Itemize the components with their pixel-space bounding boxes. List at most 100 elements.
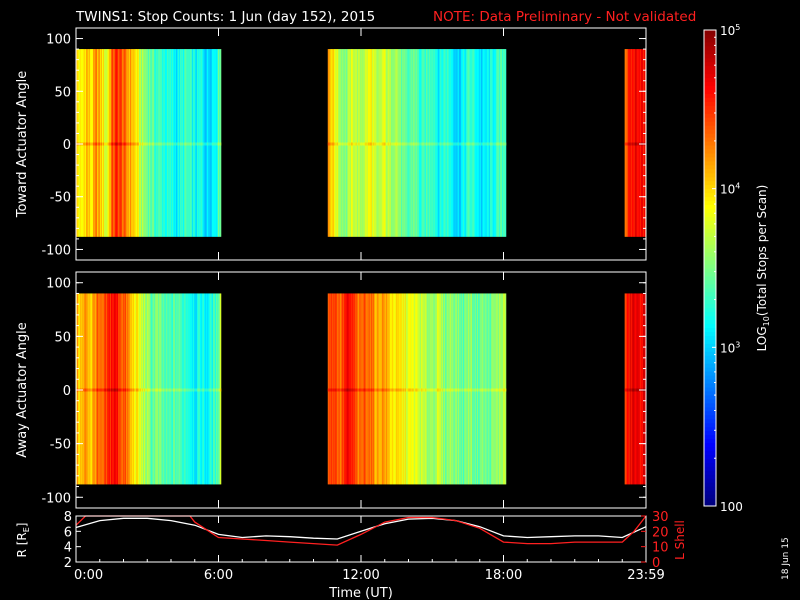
heatmap-zero-line	[204, 142, 207, 146]
heatmap-zero-line	[184, 142, 187, 146]
heatmap-zero-line	[197, 388, 200, 392]
heatmap-zero-line	[389, 142, 392, 146]
colorbar-step	[704, 180, 716, 186]
heatmap-zero-line	[89, 388, 92, 392]
heatmap-zero-line	[157, 388, 160, 392]
heatmap-zero-line	[153, 142, 156, 146]
heatmap-zero-line	[93, 142, 96, 146]
heatmap-zero-line	[362, 388, 365, 392]
heatmap-zero-line	[484, 142, 487, 146]
heatmap-zero-line	[103, 142, 106, 146]
heatmap-zero-line	[333, 142, 336, 146]
heatmap-zero-line	[164, 388, 167, 392]
heatmap-zero-line	[366, 142, 369, 146]
colorbar-step	[704, 458, 716, 463]
heatmap-zero-line	[85, 388, 88, 392]
heatmap-zero-line	[126, 142, 129, 146]
heatmap-zero-line	[185, 142, 188, 146]
heatmap-zero-line	[499, 388, 502, 392]
heatmap-zero-line	[121, 388, 124, 392]
heatmap-zero-line	[382, 142, 385, 146]
heatmap-zero-line	[348, 388, 351, 392]
heatmap-zero-line	[140, 142, 143, 146]
heatmap-zero-line	[119, 142, 122, 146]
colorbar-step	[704, 474, 716, 479]
heatmap-zero-line	[139, 388, 142, 392]
heatmap-zero-line	[405, 388, 408, 392]
heatmap-zero-line	[201, 142, 204, 146]
heatmap-zero-line	[503, 142, 506, 146]
heatmap-zero-line	[203, 388, 206, 392]
heatmap-zero-line	[494, 142, 497, 146]
heatmap-zero-line	[400, 142, 403, 146]
heatmap-zero-line	[477, 142, 480, 146]
colorbar-step	[704, 141, 716, 146]
heatmap-zero-line	[372, 142, 375, 146]
heatmap-zero-line	[373, 388, 376, 392]
heatmap-zero-line	[206, 142, 209, 146]
y-right-tick-label: 30	[652, 510, 669, 525]
heatmap-zero-line	[460, 142, 463, 146]
heatmap-zero-line	[205, 142, 208, 146]
heatmap-zero-line	[174, 388, 177, 392]
colorbar-step	[704, 232, 716, 237]
heatmap-zero-line	[347, 388, 350, 392]
heatmap-zero-line	[637, 388, 640, 392]
colorbar-step	[704, 133, 716, 138]
heatmap-zero-line	[353, 388, 356, 392]
heatmap-zero-line	[494, 388, 497, 392]
colorbar-step	[704, 398, 716, 404]
heatmap-zero-line	[472, 142, 475, 146]
heatmap-zero-line	[110, 388, 113, 392]
heatmap-zero-line	[352, 142, 355, 146]
heatmap-zero-line	[151, 388, 154, 392]
heatmap-zero-line	[109, 142, 112, 146]
x-tick-label: 23:59	[627, 568, 664, 583]
heatmap-zero-line	[500, 142, 503, 146]
heatmap-zero-line	[134, 142, 137, 146]
heatmap-zero-line	[97, 388, 100, 392]
heatmap-zero-line	[371, 142, 374, 146]
heatmap-zero-line	[488, 142, 491, 146]
colorbar-step	[704, 359, 716, 364]
heatmap-zero-line	[343, 142, 346, 146]
heatmap-zero-line	[483, 388, 486, 392]
heatmap-zero-line	[208, 142, 211, 146]
heatmap-zero-line	[495, 142, 498, 146]
heatmap-zero-line	[171, 388, 174, 392]
heatmap-zero-line	[373, 142, 376, 146]
colorbar-step	[704, 470, 716, 475]
heatmap-zero-line	[359, 142, 362, 146]
heatmap-zero-line	[158, 142, 161, 146]
heatmap-zero-line	[485, 142, 488, 146]
heatmap-zero-line	[355, 388, 358, 392]
heatmap-zero-line	[628, 388, 631, 392]
heatmap-zero-line	[155, 142, 158, 146]
heatmap-zero-line	[200, 388, 203, 392]
heatmap-zero-line	[381, 388, 384, 392]
colorbar-step	[704, 442, 716, 447]
heatmap-zero-line	[199, 142, 202, 146]
heatmap-zero-line	[193, 142, 196, 146]
heatmap-zero-line	[118, 388, 121, 392]
heatmap-zero-line	[175, 142, 178, 146]
heatmap-zero-line	[169, 388, 172, 392]
colorbar-step	[704, 208, 716, 213]
heatmap-zero-line	[346, 142, 349, 146]
heatmap-zero-line	[184, 388, 187, 392]
heatmap-zero-line	[207, 142, 210, 146]
heatmap-zero-line	[436, 388, 439, 392]
heatmap-zero-line	[115, 388, 118, 392]
heatmap-zero-line	[372, 388, 375, 392]
colorbar-step	[704, 109, 716, 114]
heatmap-zero-line	[215, 388, 218, 392]
heatmap-zero-line	[93, 388, 96, 392]
heatmap-zero-line	[635, 388, 638, 392]
heatmap-zero-line	[216, 142, 219, 146]
heatmap-zero-line	[467, 142, 470, 146]
heatmap-zero-line	[439, 142, 442, 146]
heatmap-zero-line	[218, 388, 221, 392]
heatmap-zero-line	[409, 388, 412, 392]
heatmap-zero-line	[498, 142, 501, 146]
heatmap-zero-line	[159, 142, 162, 146]
